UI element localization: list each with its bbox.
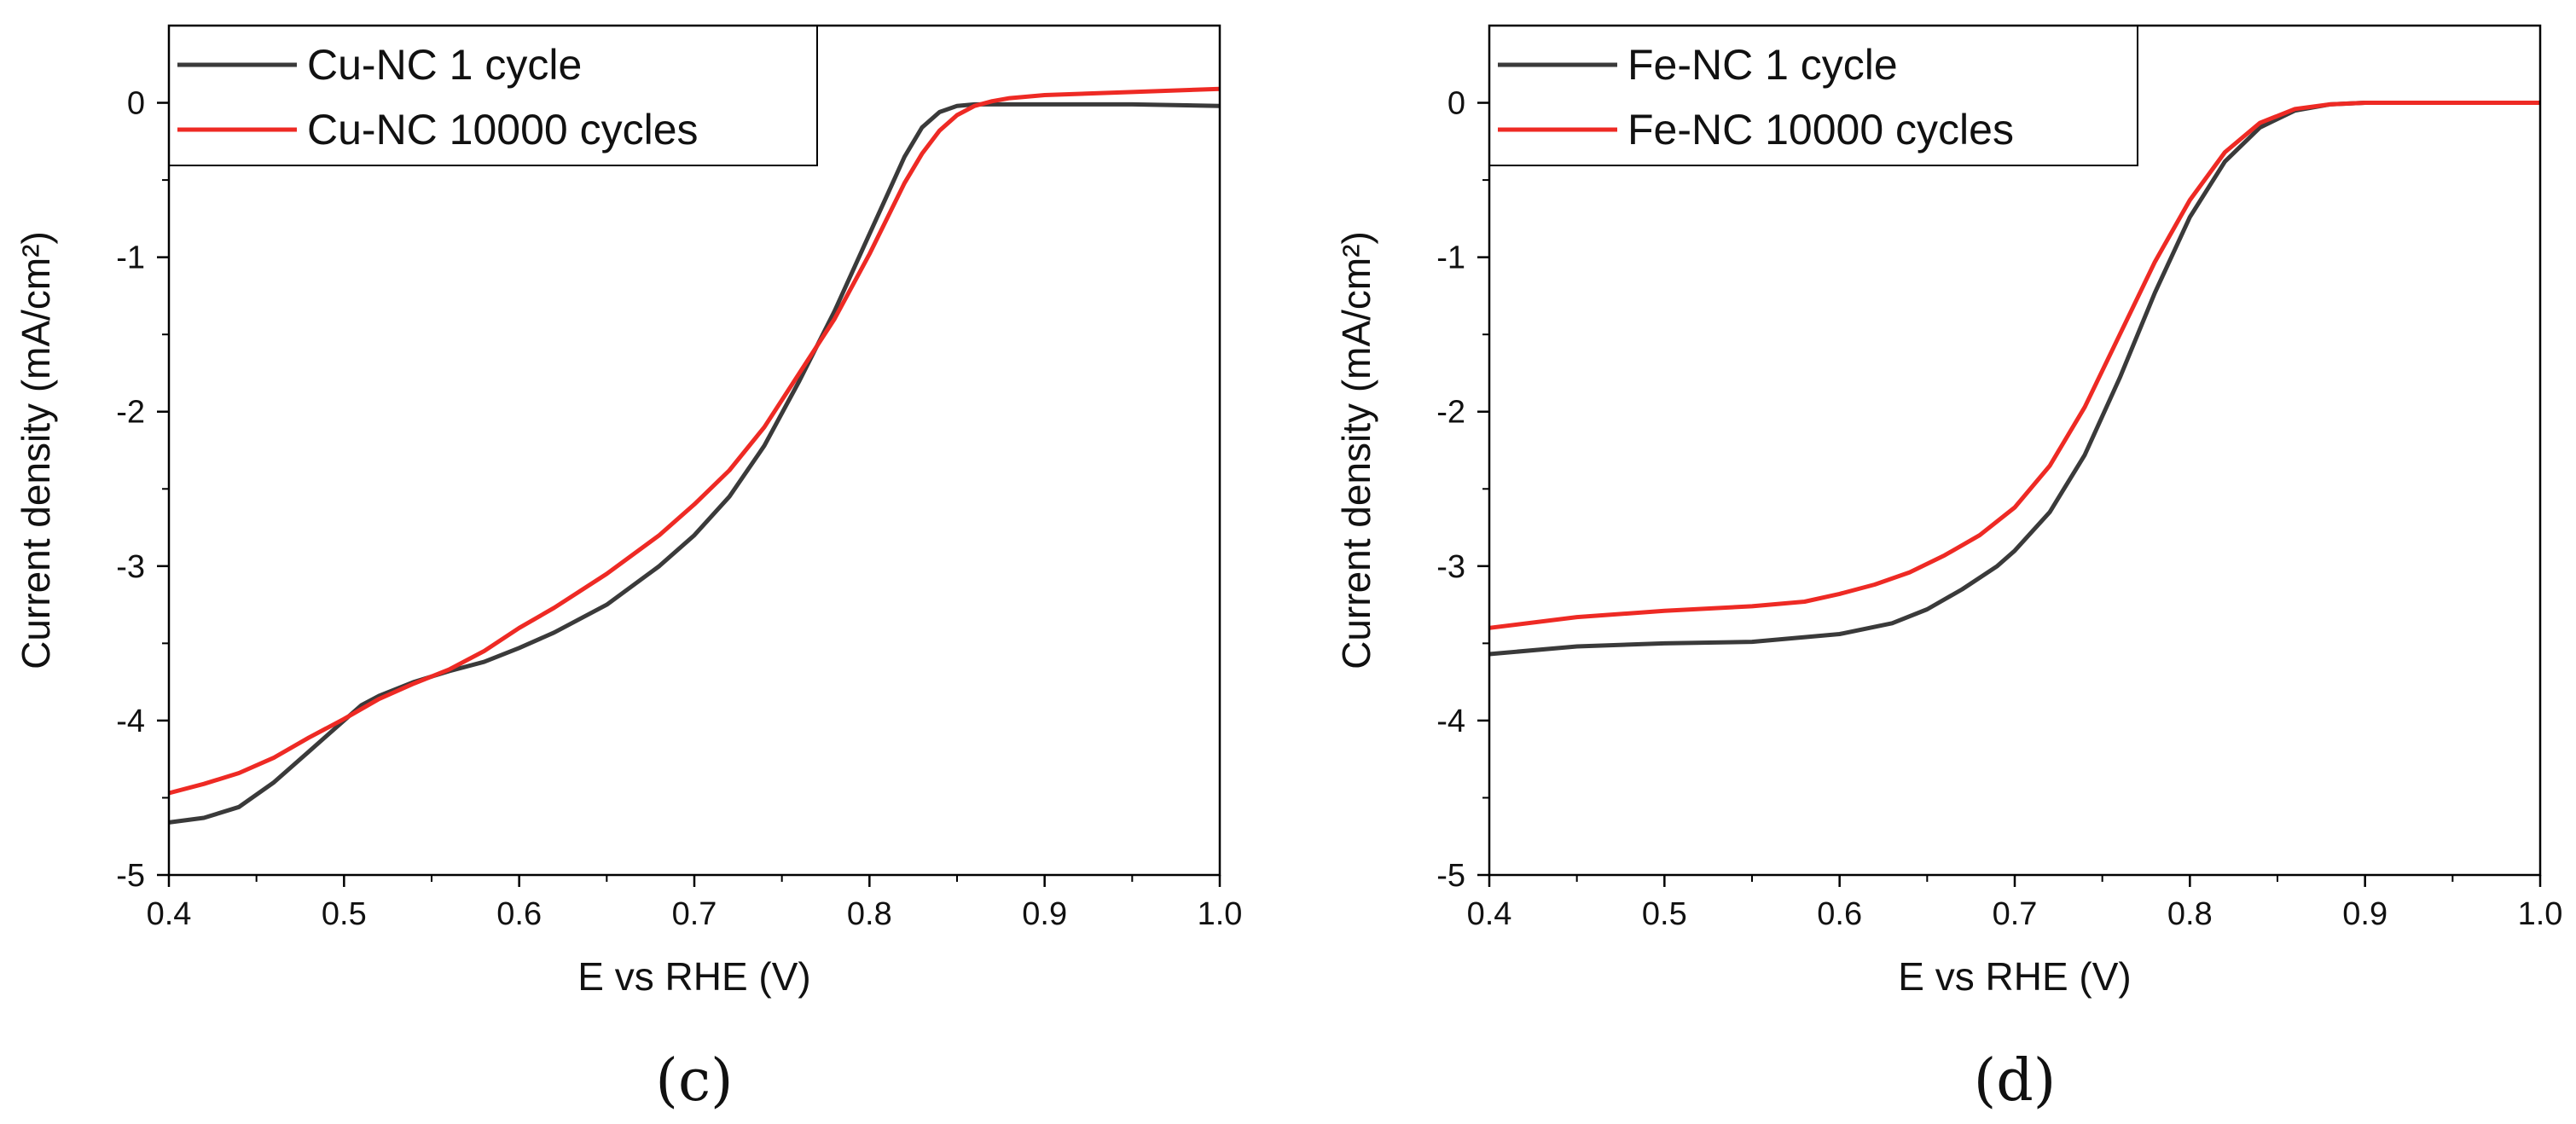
series-layer xyxy=(1488,101,2540,657)
x-tick-label: 1.0 xyxy=(2518,896,2563,932)
y-tick-label: -3 xyxy=(116,549,145,585)
x-tick-label: 0.5 xyxy=(1642,896,1687,932)
y-tick-label: -3 xyxy=(1436,549,1465,585)
y-tick-label: -4 xyxy=(1436,704,1465,739)
legend-label: Cu-NC 1 cycle xyxy=(307,41,582,89)
y-axis-title: Current density (mA/cm²) xyxy=(14,231,58,669)
x-tick-label: 0.9 xyxy=(2342,896,2387,932)
x-tick-label: 0.8 xyxy=(2167,896,2213,932)
chart-panel-d: Fe-NC 1 cycle Fe-NC 10000 cycles 0.4 0.5 0… xyxy=(1334,24,2562,1115)
y-tick-label: -1 xyxy=(116,240,145,276)
chart-panel-c: Cu-NC 1 cycle Cu-NC 10000 cycles 0.4 0.5 0… xyxy=(14,24,1242,1115)
y-tick-label: -2 xyxy=(1436,395,1465,431)
y-axis-title: Current density (mA/cm²) xyxy=(1334,231,1378,669)
panel-caption: (d) xyxy=(1974,1047,2057,1115)
legend-label: Cu-NC 10000 cycles xyxy=(307,106,699,154)
legend: Fe-NC 1 cycle Fe-NC 10000 cycles xyxy=(1488,25,2138,166)
x-tick-label: 0.6 xyxy=(496,896,542,932)
x-tick-label: 0.6 xyxy=(1817,896,1862,932)
axis-ticks: 0.4 0.5 0.6 0.7 0.8 0.9 1.0 0 -1 -2 -3 -4 -5 xyxy=(116,86,1242,932)
axis-ticks: 0.4 0.5 0.6 0.7 0.8 0.9 1.0 0 -1 -2 -3 -4 -5 xyxy=(1436,86,2562,932)
y-tick-label: -1 xyxy=(1436,240,1465,276)
x-tick-label: 0.7 xyxy=(1993,896,2038,932)
x-tick-label: 0.4 xyxy=(147,896,192,932)
y-tick-label: 0 xyxy=(127,86,145,122)
series-line xyxy=(1488,101,2540,630)
y-tick-label: -5 xyxy=(116,858,145,894)
y-tick-label: -5 xyxy=(1436,858,1465,894)
y-tick-label: -4 xyxy=(116,704,145,739)
x-tick-label: 0.9 xyxy=(1022,896,1067,932)
x-tick-label: 0.4 xyxy=(1467,896,1512,932)
panel-caption: (c) xyxy=(655,1047,733,1115)
x-tick-label: 0.8 xyxy=(847,896,892,932)
x-tick-label: 1.0 xyxy=(1198,896,1243,932)
x-axis-title: E vs RHE (V) xyxy=(1898,954,2131,999)
legend-label: Fe-NC 10000 cycles xyxy=(1627,106,2014,154)
legend-box xyxy=(1488,25,2138,166)
x-axis-title: E vs RHE (V) xyxy=(577,954,810,999)
y-tick-label: -2 xyxy=(116,395,145,431)
x-tick-label: 0.7 xyxy=(672,896,717,932)
x-tick-label: 0.5 xyxy=(322,896,367,932)
series-layer xyxy=(168,86,1221,825)
y-tick-label: 0 xyxy=(1448,86,1465,122)
legend: Cu-NC 1 cycle Cu-NC 10000 cycles xyxy=(168,25,818,166)
legend-label: Fe-NC 1 cycle xyxy=(1627,41,1898,89)
series-line xyxy=(168,86,1221,796)
